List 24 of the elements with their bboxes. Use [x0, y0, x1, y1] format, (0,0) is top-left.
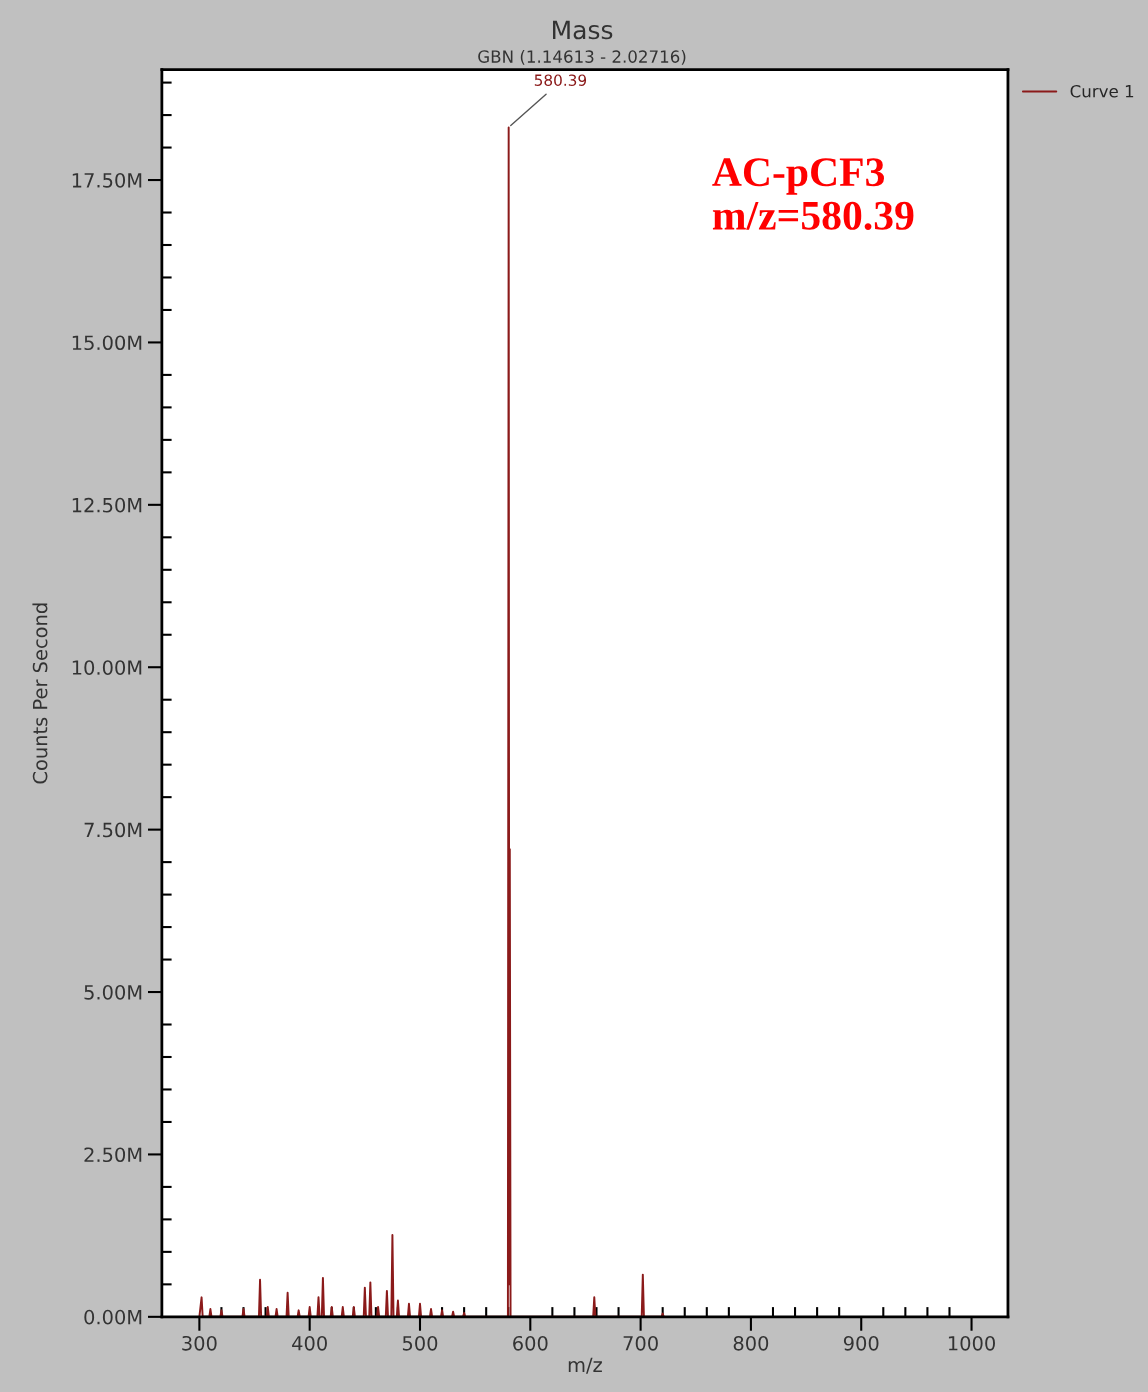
y-tick-label: 2.50M: [84, 1147, 142, 1163]
annotation: 580.39: [534, 74, 587, 86]
x-tick-label: 1000: [948, 1335, 995, 1351]
chart-subtitle: GBN (1.14613 - 2.02716): [478, 49, 686, 65]
y-tick-label: 17.50M: [72, 172, 142, 188]
x-tick-label: 300: [182, 1335, 217, 1351]
y-tick-label: 15.00M: [72, 335, 142, 351]
y-tick-label: 10.00M: [72, 660, 142, 675]
legend-label: Curve 1: [1070, 84, 1134, 98]
y-tick-label: 12.50M: [72, 497, 142, 513]
y-axis-title: Counts Per Second: [32, 603, 48, 784]
x-tick-label: 600: [513, 1335, 548, 1351]
x-tick-label: 400: [292, 1335, 327, 1351]
y-tick-label: 0.00M: [84, 1309, 142, 1325]
y-tick-label: 7.50M: [84, 822, 142, 838]
x-tick-label: 700: [623, 1335, 658, 1351]
x-tick-label: 800: [733, 1335, 769, 1351]
annotation: AC-pCF3 m/z=580.39: [712, 158, 914, 230]
x-axis-title: m/z: [568, 1357, 602, 1374]
x-tick-label: 500: [402, 1335, 438, 1351]
y-tick-label: 5.00M: [84, 984, 142, 1000]
chart-title: Mass: [553, 20, 613, 40]
line-series: [198, 126, 665, 1317]
x-tick-label: 900: [843, 1335, 879, 1351]
